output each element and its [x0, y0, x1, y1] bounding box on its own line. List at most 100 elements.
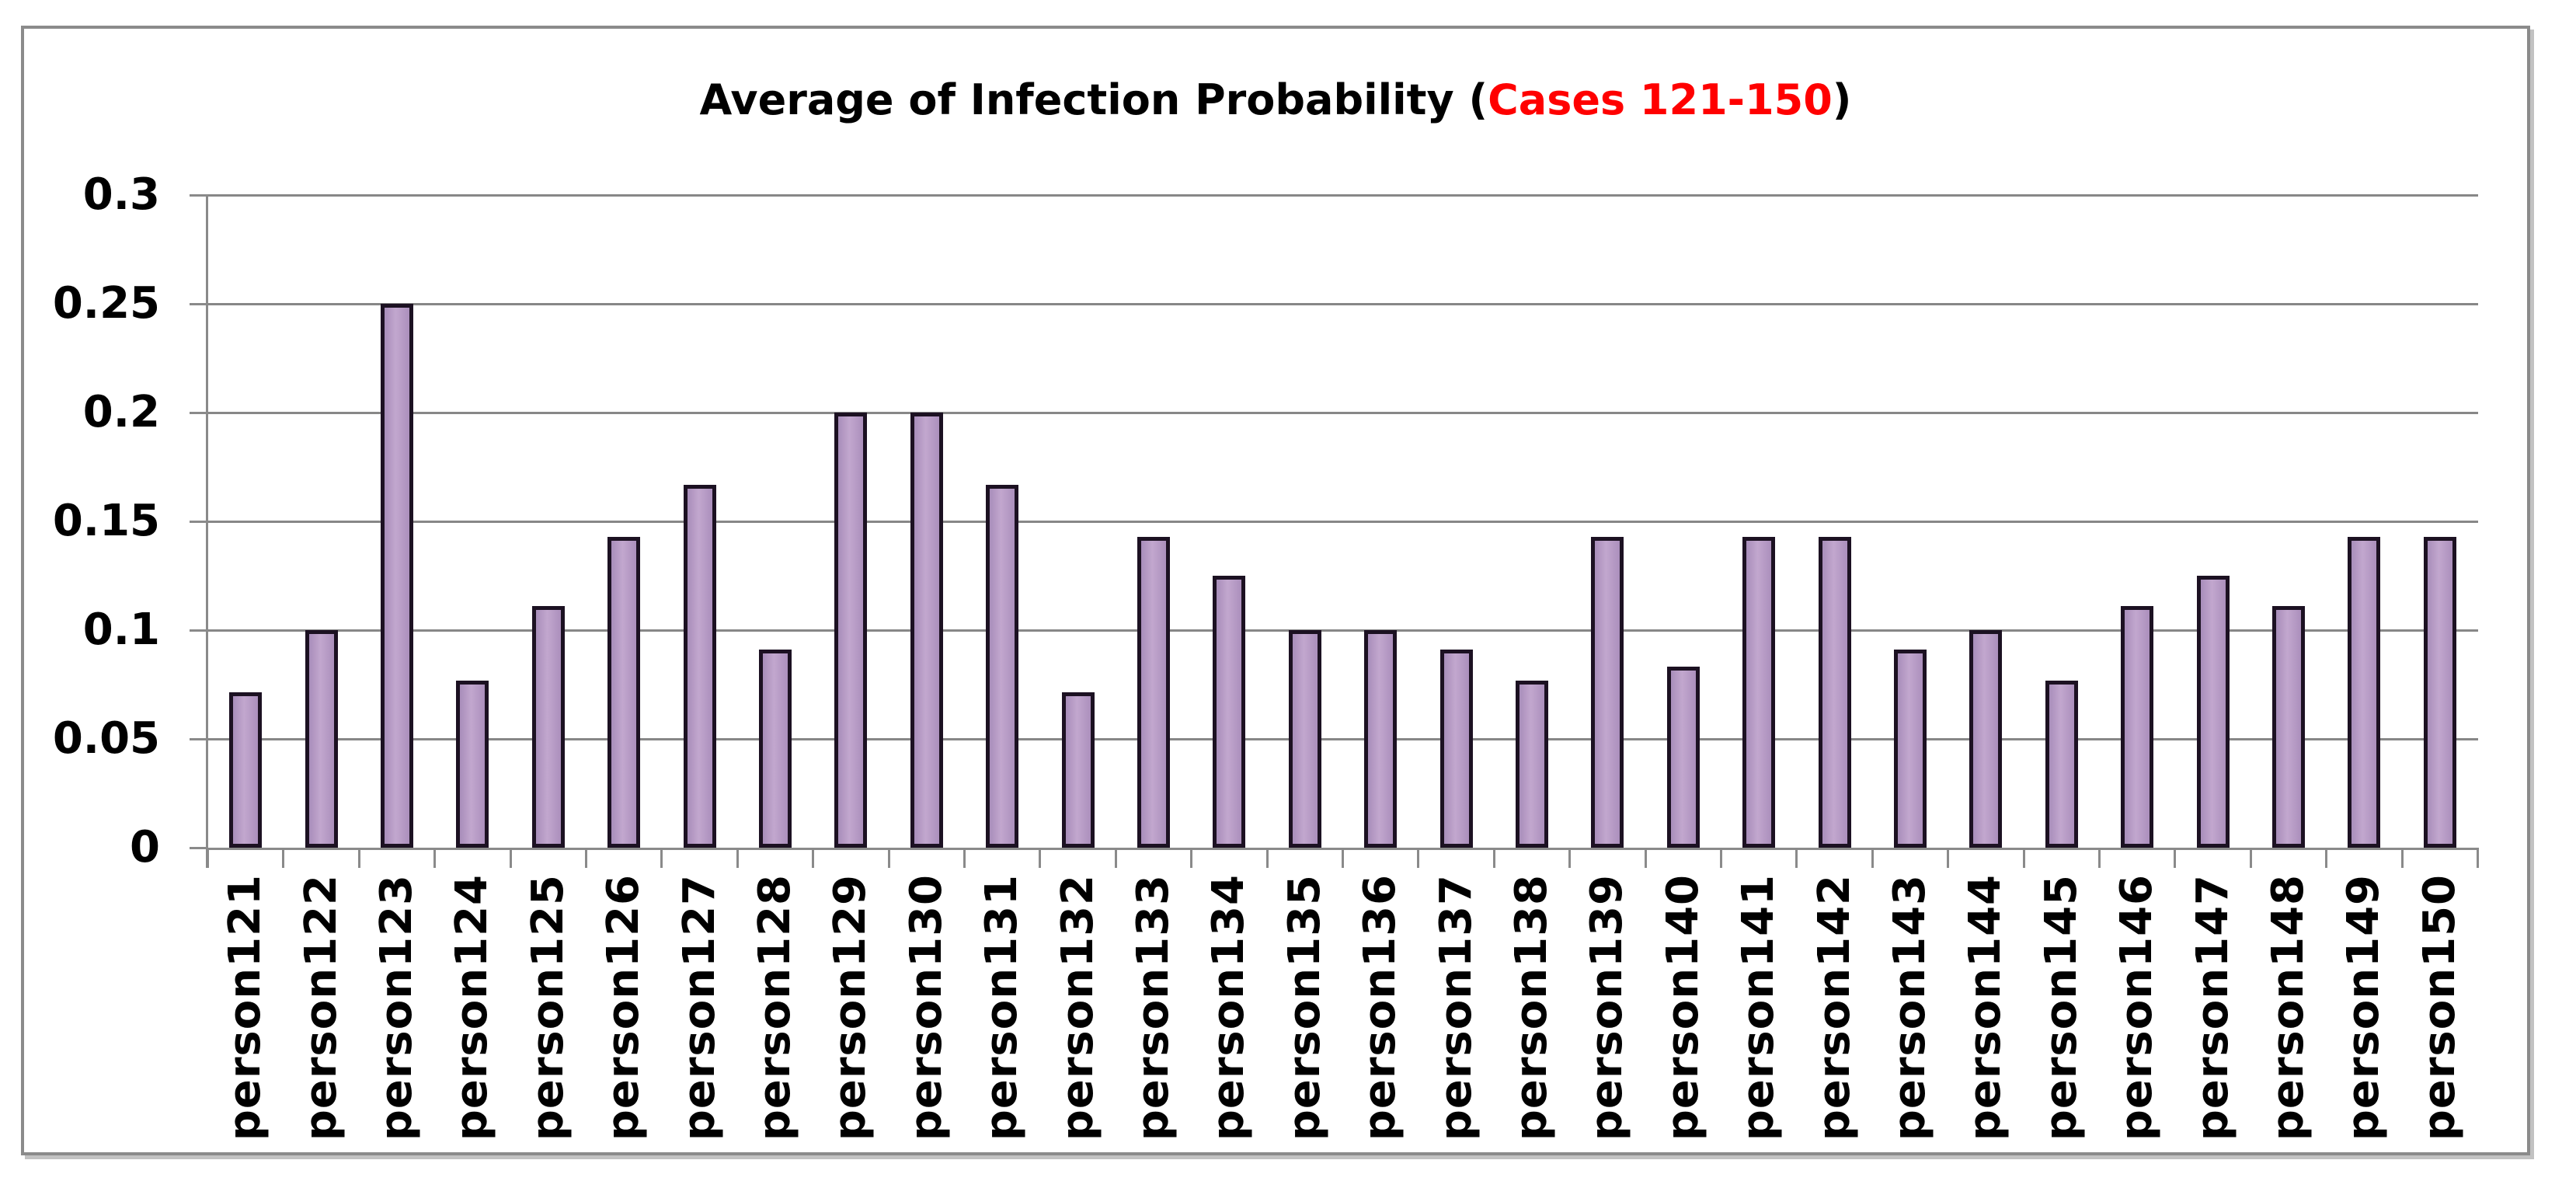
x-tick-0 — [207, 848, 209, 868]
x-category-label-person131: person131 — [976, 874, 1028, 1141]
x-category-label-person129: person129 — [825, 874, 876, 1141]
y-tick-0.15 — [189, 520, 208, 523]
x-tick-27 — [2249, 848, 2252, 868]
x-tick-5 — [585, 848, 587, 868]
bar-person139 — [1591, 536, 1624, 848]
gridline-0.1 — [207, 629, 2478, 632]
x-category-label-person126: person126 — [598, 874, 649, 1141]
bar-person137 — [1439, 650, 1473, 848]
y-tick-label-0.2: 0.2 — [82, 387, 160, 437]
x-category-label-person130: person130 — [900, 874, 952, 1141]
y-tick-label-0.25: 0.25 — [52, 278, 160, 329]
x-tick-9 — [887, 848, 890, 868]
x-category-label-person138: person138 — [1506, 874, 1557, 1141]
x-tick-13 — [1190, 848, 1193, 868]
x-category-label-person143: person143 — [1885, 874, 1935, 1141]
chart-title-prefix: Average of Infection Probability ( — [699, 75, 1488, 124]
chart-title-suffix: ) — [1832, 75, 1852, 124]
y-tick-label-0.1: 0.1 — [82, 604, 160, 655]
bar-person143 — [1894, 650, 1927, 848]
y-tick-label-0.15: 0.15 — [52, 496, 160, 546]
x-tick-21 — [1795, 848, 1798, 868]
x-tick-19 — [1644, 848, 1647, 868]
x-category-label-person150: person150 — [2414, 874, 2465, 1141]
x-category-label-person145: person145 — [2035, 874, 2087, 1141]
x-category-label-person139: person139 — [1582, 874, 1633, 1141]
x-category-label-person121: person121 — [220, 874, 271, 1141]
x-category-label-person144: person144 — [1960, 874, 2011, 1141]
x-category-label-person149: person149 — [2338, 874, 2390, 1141]
bar-person128 — [759, 650, 792, 848]
bar-person149 — [2348, 536, 2381, 848]
x-tick-1 — [282, 848, 285, 868]
x-category-label-person136: person136 — [1355, 874, 1406, 1141]
x-tick-7 — [736, 848, 739, 868]
bar-person126 — [607, 536, 641, 848]
chart-frame: Average of Infection Probability (Cases … — [21, 26, 2530, 1155]
x-category-label-person137: person137 — [1430, 874, 1481, 1141]
bar-person138 — [1516, 680, 1548, 848]
bar-person132 — [1061, 692, 1095, 848]
x-category-label-person122: person122 — [295, 874, 346, 1141]
bar-person125 — [531, 605, 565, 848]
gridline-0.15 — [207, 520, 2478, 523]
x-tick-24 — [2022, 848, 2025, 868]
x-tick-25 — [2098, 848, 2101, 868]
bar-person141 — [1742, 536, 1776, 848]
bar-person129 — [834, 413, 868, 848]
bar-person148 — [2272, 605, 2305, 848]
bar-person144 — [1969, 630, 2003, 848]
chart-title-highlight: Cases 121-150 — [1488, 75, 1833, 124]
x-tick-17 — [1492, 848, 1495, 868]
x-category-label-person141: person141 — [1733, 874, 1784, 1141]
gridline-0.05 — [207, 737, 2478, 740]
y-tick-0.05 — [189, 737, 208, 740]
x-category-label-person124: person124 — [447, 874, 498, 1141]
bar-person133 — [1137, 536, 1170, 848]
x-category-label-person140: person140 — [1657, 874, 1708, 1141]
y-tick-0 — [189, 846, 208, 849]
x-tick-23 — [1947, 848, 1950, 868]
bar-person146 — [2121, 605, 2154, 848]
x-tick-15 — [1342, 848, 1344, 868]
x-tick-4 — [509, 848, 512, 868]
x-category-label-person128: person128 — [750, 874, 800, 1141]
y-tick-0.2 — [189, 411, 208, 414]
bar-person123 — [381, 304, 413, 848]
bar-person136 — [1364, 630, 1398, 848]
y-tick-label-0.3: 0.3 — [82, 169, 160, 220]
x-category-label-person127: person127 — [674, 874, 725, 1141]
x-tick-10 — [963, 848, 966, 868]
bar-person142 — [1818, 536, 1851, 848]
x-tick-14 — [1265, 848, 1269, 868]
y-tick-0.1 — [189, 629, 208, 632]
x-tick-28 — [2325, 848, 2328, 868]
x-category-label-person135: person135 — [1279, 874, 1330, 1141]
x-category-label-person146: person146 — [2111, 874, 2163, 1141]
bar-person135 — [1288, 630, 1321, 848]
bar-person145 — [2045, 680, 2078, 848]
x-tick-3 — [433, 848, 437, 868]
gridline-0.25 — [207, 302, 2478, 305]
x-category-label-person133: person133 — [1128, 874, 1178, 1141]
x-tick-6 — [660, 848, 663, 868]
chart-title: Average of Infection Probability (Cases … — [24, 75, 2527, 124]
x-tick-11 — [1039, 848, 1042, 868]
x-tick-16 — [1417, 848, 1420, 868]
x-tick-22 — [1871, 848, 1874, 868]
x-category-label-person132: person132 — [1052, 874, 1103, 1141]
x-tick-18 — [1568, 848, 1572, 868]
y-tick-0.25 — [189, 302, 208, 305]
y-tick-label-0: 0 — [130, 822, 160, 873]
x-tick-2 — [357, 848, 360, 868]
x-tick-20 — [1720, 848, 1722, 868]
x-category-label-person134: person134 — [1203, 874, 1255, 1141]
y-tick-0.3 — [189, 193, 208, 197]
x-tick-12 — [1114, 848, 1117, 868]
y-tick-label-0.05: 0.05 — [52, 713, 160, 764]
x-category-label-person148: person148 — [2263, 874, 2313, 1141]
x-category-label-person123: person123 — [371, 874, 422, 1141]
bar-person140 — [1666, 666, 1700, 848]
x-tick-8 — [812, 848, 815, 868]
bar-person130 — [910, 413, 943, 848]
